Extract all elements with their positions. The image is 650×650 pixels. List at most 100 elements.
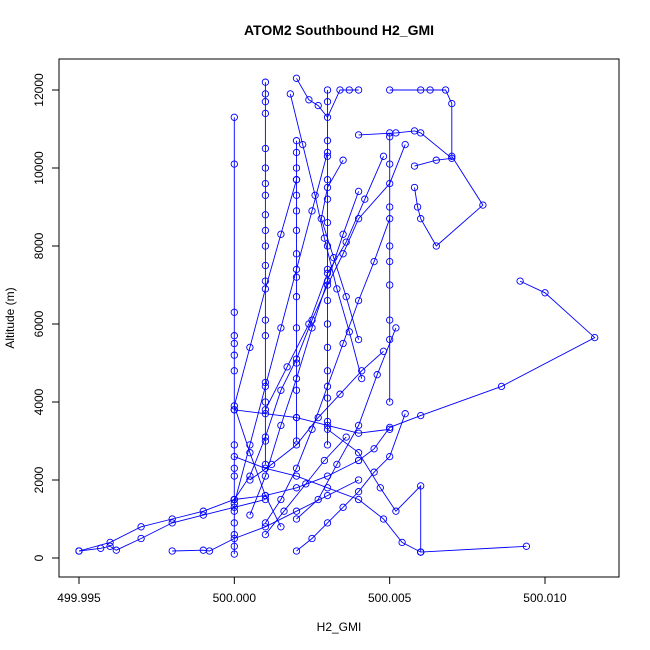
data-point — [417, 215, 425, 223]
data-point — [199, 507, 207, 515]
data-point — [230, 308, 238, 316]
data-point — [432, 156, 440, 164]
y-tick-label: 4000 — [32, 388, 46, 415]
series-7 — [354, 127, 456, 170]
data-point — [323, 137, 332, 145]
data-point — [261, 433, 270, 441]
data-point — [230, 160, 238, 168]
data-point — [386, 242, 394, 250]
data-point — [392, 129, 400, 137]
data-point — [261, 78, 270, 86]
data-point — [354, 449, 363, 457]
data-point — [401, 140, 409, 149]
data-point — [292, 137, 301, 145]
data-point — [413, 203, 422, 211]
data-point — [323, 98, 332, 106]
data-point — [386, 203, 394, 211]
data-point — [448, 152, 456, 160]
series-21 — [261, 215, 394, 527]
data-point — [292, 207, 301, 215]
x-axis: 499.995 500.000 500.005 500.010 — [57, 576, 567, 605]
data-point — [417, 411, 425, 420]
data-point — [230, 519, 238, 527]
data-point — [386, 316, 394, 324]
data-point — [410, 183, 419, 192]
data-point — [292, 164, 301, 172]
data-point — [323, 269, 332, 277]
data-point — [277, 230, 285, 238]
data-point — [361, 195, 369, 203]
data-point — [354, 86, 363, 94]
data-point — [292, 547, 301, 555]
data-point — [261, 523, 270, 531]
data-point — [261, 382, 270, 391]
data-point — [261, 242, 270, 250]
data-point — [417, 86, 425, 94]
x-axis-label: H2_GMI — [317, 620, 362, 634]
data-point — [323, 382, 332, 391]
data-point — [386, 215, 394, 223]
data-point — [277, 324, 285, 332]
x-tick-label: 499.995 — [57, 591, 101, 605]
data-point — [292, 273, 301, 281]
series-1 — [230, 113, 238, 558]
data-point — [106, 538, 114, 547]
series-line — [265, 436, 347, 535]
series-25 — [246, 347, 388, 484]
y-tick-label: 2000 — [32, 466, 46, 493]
data-point — [261, 316, 270, 324]
series-23 — [286, 90, 366, 383]
data-point — [292, 265, 301, 274]
data-point — [137, 534, 145, 543]
data-point — [339, 503, 347, 511]
data-point — [261, 285, 270, 293]
data-point — [320, 456, 329, 465]
data-point — [320, 234, 329, 242]
series-line — [358, 280, 596, 461]
data-point — [277, 421, 285, 430]
data-point — [323, 441, 332, 449]
data-point — [261, 464, 270, 472]
data-point — [292, 176, 301, 184]
data-point — [277, 495, 285, 504]
data-point — [354, 488, 363, 496]
data-point — [230, 351, 238, 359]
series-layer — [75, 74, 599, 558]
data-point — [379, 152, 388, 160]
data-point — [497, 382, 506, 391]
data-point — [323, 425, 332, 433]
data-point — [292, 472, 301, 480]
data-point — [311, 191, 319, 199]
data-point — [230, 550, 238, 558]
data-point — [336, 390, 344, 398]
data-point — [386, 281, 394, 289]
data-point — [261, 491, 270, 500]
series-line — [233, 152, 328, 504]
data-point — [230, 542, 238, 550]
data-point — [339, 250, 347, 258]
series-line — [249, 191, 360, 516]
data-point — [137, 523, 145, 531]
data-point — [168, 515, 176, 523]
data-point — [261, 410, 270, 418]
data-point — [246, 441, 254, 449]
data-point — [370, 445, 378, 453]
data-point — [168, 547, 176, 555]
series-18 — [230, 176, 301, 531]
data-point — [292, 413, 301, 422]
data-point — [246, 449, 254, 457]
data-point — [292, 74, 301, 82]
series-line — [234, 409, 390, 434]
data-point — [261, 472, 270, 480]
data-point — [432, 242, 440, 250]
data-point — [323, 183, 332, 192]
data-point — [205, 547, 214, 555]
series-15 — [292, 410, 409, 555]
data-point — [261, 226, 270, 235]
series-line — [234, 456, 527, 553]
data-point — [354, 215, 363, 223]
chart-title: ATOM2 Southbound H2_GMI — [244, 22, 434, 38]
data-point — [261, 90, 270, 98]
series-line — [233, 179, 297, 528]
